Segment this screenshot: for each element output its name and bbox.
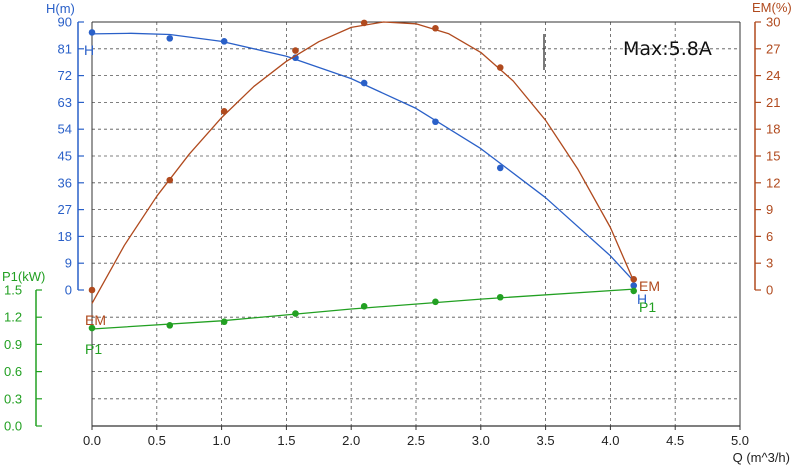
data-point-em: [630, 275, 638, 283]
series-label-p1: P1: [639, 299, 656, 315]
h-tick-label: 63: [58, 95, 72, 110]
data-point-p1: [630, 287, 638, 295]
series-label-em: EM: [639, 278, 660, 294]
h-tick-label: 90: [58, 15, 72, 30]
h-axis-title: H(m): [46, 1, 75, 16]
max-current-annotation: Max:5.8A: [623, 38, 712, 60]
h-tick-label: 72: [58, 68, 72, 83]
em-tick-label: 6: [766, 229, 773, 244]
data-point-em: [166, 176, 174, 184]
x-tick-label: 5.0: [731, 433, 749, 448]
x-tick-label: 0.5: [148, 433, 166, 448]
x-axis-title: Q (m^3/h): [733, 450, 790, 465]
data-point-h: [630, 282, 638, 289]
series-label-h: H: [84, 42, 94, 58]
h-tick-label: 18: [58, 229, 72, 244]
data-point-p1: [166, 322, 174, 329]
h-tick-label: 81: [58, 41, 72, 56]
series-label-em: EM: [85, 312, 106, 328]
data-point-h: [166, 35, 174, 42]
series-label-h: H: [637, 291, 647, 307]
p1-tick-label: 0.0: [4, 419, 22, 434]
em-tick-label: 18: [766, 122, 780, 137]
em-tick-label: 21: [766, 95, 780, 110]
em-tick-label: 15: [766, 149, 780, 164]
data-point-em: [292, 47, 299, 54]
data-point-p1: [88, 324, 96, 332]
p1-tick-label: 0.3: [4, 391, 22, 406]
data-point-em: [220, 108, 228, 115]
em-tick-label: 12: [766, 175, 780, 190]
data-point-p1: [360, 303, 368, 310]
p1-tick-label: 0.6: [4, 364, 22, 379]
series-line-em: [91, 21, 635, 304]
x-tick-label: 4.5: [666, 433, 684, 448]
x-tick-label: 1.0: [213, 433, 231, 448]
h-tick-label: 54: [58, 122, 72, 137]
em-tick-label: 30: [766, 15, 780, 30]
em-tick-label: 24: [766, 68, 780, 83]
h-tick-label: 9: [65, 256, 72, 271]
p1-tick-label: 1.2: [4, 310, 22, 325]
series-line-p1: [91, 288, 634, 330]
series: [88, 19, 638, 332]
em-tick-label: 27: [766, 41, 780, 56]
h-tick-label: 27: [58, 202, 72, 217]
series-line-h: [91, 32, 635, 282]
grid: [92, 22, 740, 426]
x-tick-label: 0.0: [83, 433, 101, 448]
data-point-h: [360, 79, 368, 87]
data-point-p1: [292, 310, 299, 317]
x-tick-label: 4.0: [601, 433, 619, 448]
x-tick-label: 2.5: [407, 433, 425, 448]
x-tick-label: 1.5: [277, 433, 295, 448]
data-point-em: [432, 24, 439, 32]
p1-axis-title: P1(kW): [2, 269, 45, 284]
em-tick-label: 3: [766, 256, 773, 271]
em-tick-label: 0: [766, 283, 773, 298]
data-point-p1: [432, 298, 439, 306]
data-point-h: [220, 38, 228, 45]
em-tick-label: 9: [766, 202, 773, 217]
x-tick-label: 3.5: [537, 433, 555, 448]
data-point-p1: [496, 293, 504, 301]
series-label-p1: P1: [85, 341, 102, 357]
h-tick-label: 0: [65, 283, 72, 298]
x-tick-label: 3.0: [472, 433, 490, 448]
x-tick-label: 2.0: [342, 433, 360, 448]
data-point-h: [88, 29, 96, 36]
p1-tick-label: 1.5: [4, 283, 22, 298]
p1-tick-label: 0.9: [4, 337, 22, 352]
em-axis-title: EM(%): [752, 0, 792, 15]
data-point-em: [88, 286, 96, 294]
h-tick-label: 36: [58, 175, 72, 190]
data-point-h: [496, 164, 504, 172]
data-point-h: [432, 118, 439, 126]
data-point-em: [360, 19, 368, 27]
data-point-em: [496, 64, 504, 71]
h-tick-label: 45: [58, 149, 72, 164]
data-point-p1: [220, 318, 228, 326]
